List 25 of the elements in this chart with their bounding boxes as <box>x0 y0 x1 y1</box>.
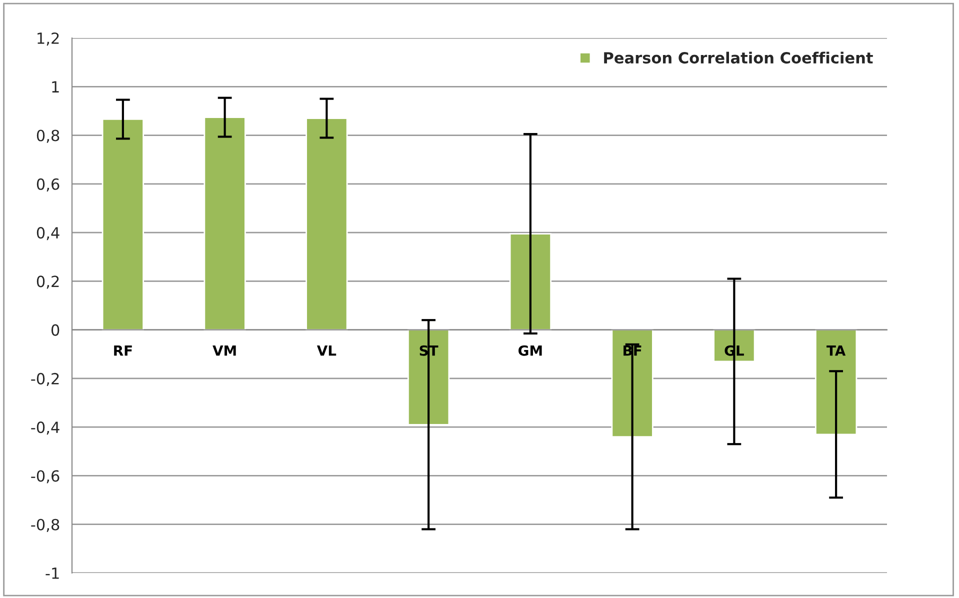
y-tick-label: -1 <box>46 568 59 579</box>
bar <box>509 233 552 331</box>
y-tick-label: 0,2 <box>36 276 59 289</box>
x-tick-label: GM <box>518 345 542 356</box>
bar <box>611 329 654 438</box>
x-tick-label: VL <box>316 346 336 356</box>
y-tick-label: -0,8 <box>31 518 60 532</box>
y-tick-label: -0,2 <box>31 372 59 386</box>
y-tick-label: -0,6 <box>31 470 60 484</box>
bar <box>306 118 348 331</box>
y-tick-label: 0,4 <box>36 227 60 240</box>
y-tick-label: 1,2 <box>38 32 59 46</box>
bar <box>102 118 144 331</box>
x-tick-label: VM <box>212 346 236 356</box>
bar <box>814 329 858 436</box>
y-tick-label: 0 <box>51 324 60 336</box>
bar <box>204 116 246 331</box>
bar <box>407 329 450 426</box>
y-tick-label: -0,4 <box>31 422 60 435</box>
legend-label: Pearson Correlation Coefficient <box>604 52 873 64</box>
x-tick-label: RF <box>114 346 132 356</box>
x-tick-label: TA <box>826 346 846 356</box>
y-tick-label: 0,8 <box>36 130 60 143</box>
y-tick-label: 0,6 <box>36 178 60 192</box>
y-tick-label: 1 <box>52 81 59 92</box>
